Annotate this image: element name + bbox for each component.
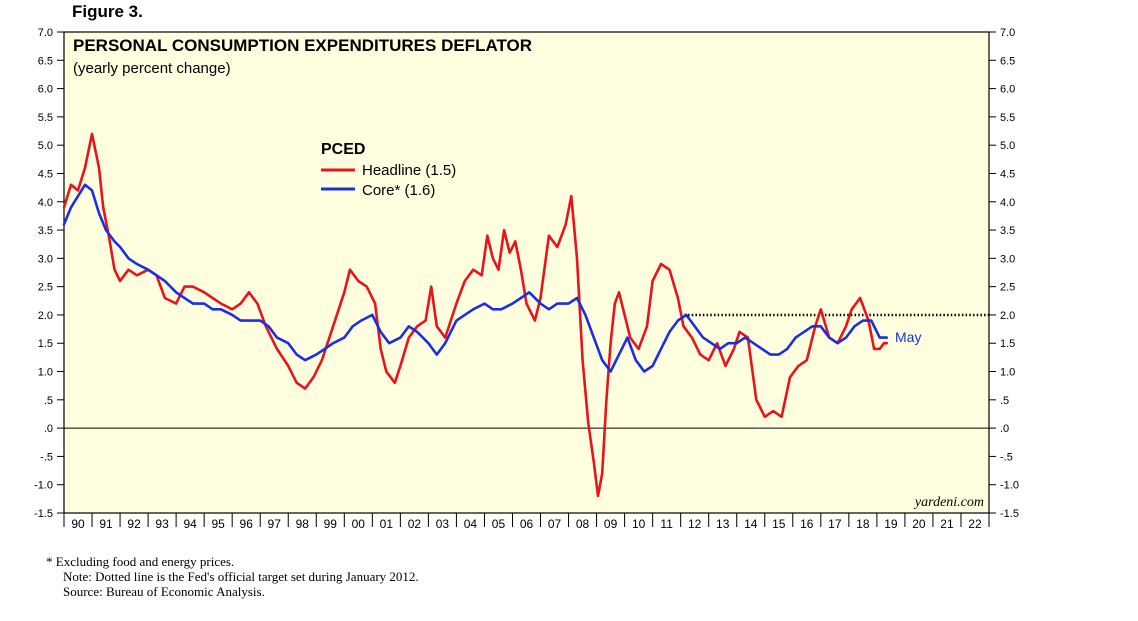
y-tick-label-left: .0 — [44, 423, 53, 435]
legend-label-core: Core* (1.6) — [362, 182, 435, 199]
y-tick-label-right: -1.5 — [1000, 508, 1019, 520]
x-tick-label: 01 — [380, 517, 394, 531]
y-tick-label-right: 1.5 — [1000, 338, 1015, 350]
x-tick-label: 15 — [772, 517, 786, 531]
y-tick-label-left: 5.5 — [38, 112, 53, 124]
x-tick-label: 97 — [268, 517, 282, 531]
y-tick-label-right: 7.0 — [1000, 27, 1015, 39]
x-tick-label: 93 — [155, 517, 169, 531]
pce-deflator-chart: 7.0 7.0 6.5 6.5 6.0 6.0 5.5 5.5 5.0 5.0 4.5 4.5 4.0 4… — [34, 27, 1019, 531]
y-tick-label-left: 3.0 — [38, 253, 53, 265]
y-tick-label-left: 5.0 — [38, 140, 53, 152]
x-tick-label: 03 — [436, 517, 450, 531]
y-tick-label-right: 3.5 — [1000, 225, 1015, 237]
x-tick-label: 95 — [211, 517, 225, 531]
legend-label-headline: Headline (1.5) — [362, 162, 456, 179]
x-tick-label: 98 — [296, 517, 310, 531]
y-tick-label-right: 4.0 — [1000, 197, 1015, 209]
y-tick-label-left: 2.5 — [38, 282, 53, 294]
x-tick-label: 22 — [968, 517, 982, 531]
x-tick-label: 13 — [716, 517, 730, 531]
x-tick-label: 02 — [408, 517, 422, 531]
y-tick-label-right: .5 — [1000, 395, 1009, 407]
footnote-note: Note: Dotted line is the Fed's official … — [63, 569, 419, 584]
footnote-excluding: * Excluding food and energy prices. — [46, 554, 235, 569]
y-tick-label-right: 4.5 — [1000, 168, 1015, 180]
x-tick-label: 92 — [127, 517, 141, 531]
y-tick-label-right: 2.0 — [1000, 310, 1015, 322]
x-tick-label: 16 — [800, 517, 814, 531]
watermark: yardeni.com — [913, 495, 984, 510]
x-tick-label: 90 — [71, 517, 85, 531]
x-tick-label: 12 — [688, 517, 702, 531]
y-tick-label-left: 6.5 — [38, 55, 53, 67]
core-series-line — [62, 183, 889, 373]
x-tick-label: 05 — [492, 517, 506, 531]
x-tick-label: 18 — [856, 517, 870, 531]
y-tick-label-right: 3.0 — [1000, 253, 1015, 265]
y-tick-label-left: 7.0 — [38, 27, 53, 39]
y-tick-label-right: 5.0 — [1000, 140, 1015, 152]
x-tick-label: 11 — [660, 517, 673, 531]
x-tick-label: 07 — [548, 517, 562, 531]
legend-title: PCED — [321, 141, 365, 158]
y-tick-label-right: 2.5 — [1000, 282, 1015, 294]
footnote-source: Source: Bureau of Economic Analysis. — [63, 584, 265, 599]
y-tick-label-left: 1.5 — [38, 338, 53, 350]
y-tick-label-right: -1.0 — [1000, 480, 1019, 492]
x-tick-label: 10 — [632, 517, 646, 531]
x-tick-label: 09 — [604, 517, 618, 531]
x-tick-label: 14 — [744, 517, 758, 531]
plot-area — [63, 31, 990, 514]
y-tick-label-left: -1.5 — [34, 508, 53, 520]
y-tick-label-right: 5.5 — [1000, 112, 1015, 124]
y-tick-label-right: -.5 — [1000, 451, 1013, 463]
x-tick-label: 04 — [464, 517, 478, 531]
y-tick-label-left: -.5 — [40, 451, 53, 463]
x-tick-label: 91 — [99, 517, 113, 531]
y-tick-label-left: 4.5 — [38, 168, 53, 180]
x-tick-label: 94 — [183, 517, 197, 531]
x-tick-label: 21 — [940, 517, 954, 531]
y-tick-label-right: 6.5 — [1000, 55, 1015, 67]
y-tick-label-left: 3.5 — [38, 225, 53, 237]
chart-subtitle: (yearly percent change) — [73, 60, 231, 77]
y-tick-label-left: .5 — [44, 395, 53, 407]
x-tick-label: 20 — [912, 517, 926, 531]
x-tick-label: 06 — [520, 517, 534, 531]
x-tick-label: 00 — [352, 517, 366, 531]
x-tick-label: 19 — [884, 517, 898, 531]
y-tick-label-right: 1.0 — [1000, 367, 1015, 379]
y-tick-label-left: 1.0 — [38, 367, 53, 379]
y-tick-label-left: 6.0 — [38, 84, 53, 96]
y-tick-label-left: -1.0 — [34, 480, 53, 492]
chart-title: PERSONAL CONSUMPTION EXPENDITURES DEFLAT… — [73, 36, 532, 55]
y-tick-label-left: 2.0 — [38, 310, 53, 322]
x-tick-label: 17 — [828, 517, 842, 531]
x-tick-label: 08 — [576, 517, 590, 531]
end-label-may: May — [895, 329, 921, 345]
figure-label: Figure 3. — [72, 2, 143, 21]
y-tick-label-right: 6.0 — [1000, 84, 1015, 96]
y-tick-label-right: .0 — [1000, 423, 1009, 435]
headline-series-line — [62, 132, 889, 498]
y-tick-label-left: 4.0 — [38, 197, 53, 209]
x-tick-label: 96 — [240, 517, 254, 531]
x-tick-label: 99 — [324, 517, 338, 531]
